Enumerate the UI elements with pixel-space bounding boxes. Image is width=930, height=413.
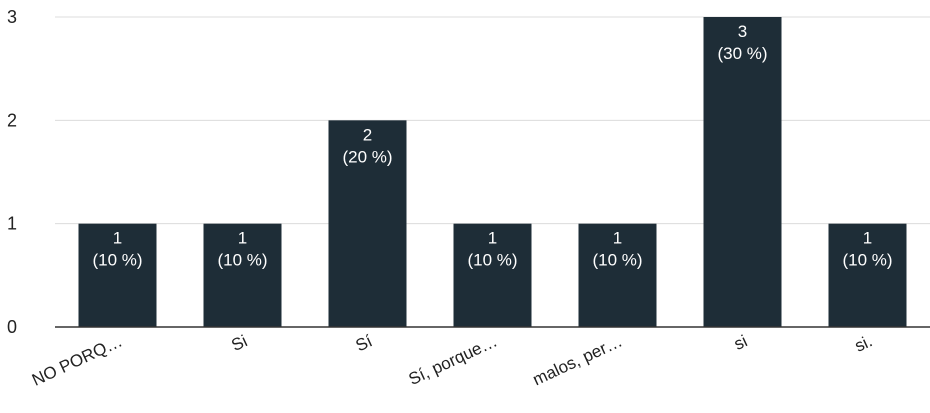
bar	[328, 120, 407, 327]
bar-value-label: 1	[113, 229, 122, 248]
bar-value-label: 1	[488, 229, 497, 248]
bar	[828, 223, 907, 327]
x-tick-label: si	[731, 331, 750, 353]
y-axis-ticks: 0 1 2 3	[7, 7, 17, 337]
y-tick-label: 0	[7, 317, 17, 337]
bar	[578, 223, 657, 327]
bar-value-label: 3	[738, 22, 747, 41]
bars: 1 (10 %) 1 (10 %) 2 (20 %) 1 (10 %) 1 (10 %) 3 (30 …	[78, 17, 907, 327]
bar-percent-label: (10 %)	[592, 251, 642, 270]
y-tick-label: 2	[7, 110, 17, 130]
x-tick-label: Sí, porque…	[406, 331, 501, 389]
bar-percent-label: (30 %)	[717, 44, 767, 63]
y-tick-label: 1	[7, 214, 17, 234]
bar	[703, 17, 782, 327]
bar-value-label: 1	[613, 229, 622, 248]
bar-percent-label: (20 %)	[342, 147, 392, 166]
bar-percent-label: (10 %)	[467, 251, 517, 270]
x-tick-label: si.	[852, 331, 875, 355]
x-tick-label: Si	[228, 331, 250, 355]
bar-value-label: 1	[238, 229, 247, 248]
bar-percent-label: (10 %)	[217, 251, 267, 270]
x-tick-label: NO PORQ…	[29, 331, 125, 389]
x-tick-label: Sí	[353, 331, 376, 355]
bar-value-label: 1	[863, 229, 872, 248]
bar-value-label: 2	[363, 125, 372, 144]
bar	[78, 223, 157, 327]
bar	[203, 223, 282, 327]
bar	[453, 223, 532, 327]
y-tick-label: 3	[7, 7, 17, 27]
x-axis-ticks: NO PORQ… Si Sí Sí, porque… malos, per… si si.	[29, 331, 875, 389]
bar-percent-label: (10 %)	[92, 251, 142, 270]
x-tick-label: malos, per…	[530, 331, 625, 389]
grid-lines	[55, 16, 930, 225]
bar-percent-label: (10 %)	[842, 251, 892, 270]
